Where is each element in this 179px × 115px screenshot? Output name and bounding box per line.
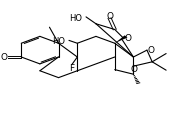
- Text: O: O: [1, 53, 8, 62]
- Text: O: O: [106, 12, 113, 21]
- Text: HO: HO: [69, 13, 82, 22]
- Text: F: F: [69, 63, 74, 72]
- Text: O: O: [124, 34, 131, 43]
- Text: O: O: [148, 46, 155, 55]
- Polygon shape: [115, 36, 127, 44]
- Text: O: O: [131, 64, 138, 73]
- Text: HO: HO: [52, 37, 65, 46]
